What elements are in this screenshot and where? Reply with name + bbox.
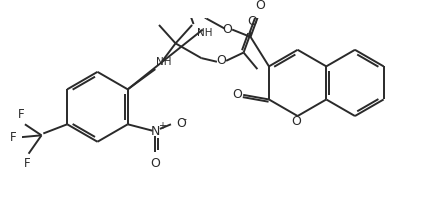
Text: -: - <box>183 114 187 124</box>
Text: NH: NH <box>156 57 172 67</box>
Text: O: O <box>233 88 243 101</box>
Text: F: F <box>10 131 16 144</box>
Text: +: + <box>158 121 166 131</box>
Text: F: F <box>23 157 30 170</box>
Text: F: F <box>18 108 25 121</box>
Text: O: O <box>255 0 265 12</box>
Text: NH: NH <box>197 28 213 38</box>
Text: O: O <box>222 23 233 36</box>
Text: N: N <box>151 125 160 138</box>
Text: O: O <box>176 117 187 130</box>
Text: O: O <box>247 15 257 28</box>
Text: O: O <box>291 115 301 128</box>
Text: O: O <box>151 157 160 170</box>
Text: O: O <box>217 54 226 67</box>
